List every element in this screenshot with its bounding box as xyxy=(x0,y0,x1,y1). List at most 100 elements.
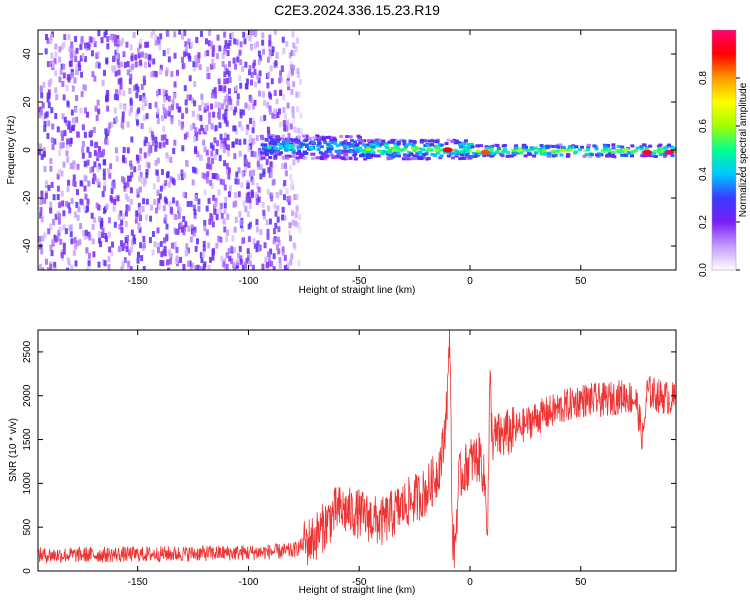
heatmap-cell xyxy=(532,154,537,158)
heatmap-cell xyxy=(106,36,110,43)
heatmap-cell xyxy=(242,31,246,38)
heatmap-cell xyxy=(402,153,407,157)
heatmap-cell xyxy=(256,240,260,247)
heatmap-cell xyxy=(419,138,424,142)
heatmap-cell xyxy=(357,138,362,142)
heatmap-cell xyxy=(430,152,435,156)
heatmap-cell xyxy=(275,192,279,199)
heatmap-cell xyxy=(241,65,245,72)
heatmap-cell xyxy=(183,85,187,92)
heatmap-cell xyxy=(130,55,134,62)
heatmap-cell xyxy=(391,155,396,159)
heatmap-cell xyxy=(110,250,114,257)
spectrogram-xtick-label: -100 xyxy=(238,276,258,287)
heatmap-cell xyxy=(156,118,160,125)
heatmap-cell xyxy=(351,142,356,146)
heatmap-cell xyxy=(209,142,213,149)
snr-xtick-label: 50 xyxy=(575,577,587,588)
heatmap-cell xyxy=(208,163,212,170)
heatmap-cell xyxy=(672,147,676,151)
heatmap-cell xyxy=(248,260,252,267)
heatmap-cell xyxy=(162,103,166,110)
heatmap-cell xyxy=(288,52,292,59)
heatmap-cell xyxy=(267,255,271,262)
heatmap-cell xyxy=(268,108,272,115)
heatmap-cell xyxy=(289,60,293,67)
heatmap-cell xyxy=(196,264,200,270)
heatmap-cell xyxy=(262,168,266,175)
heatmap-cell xyxy=(154,141,158,148)
heatmap-cell xyxy=(350,139,355,143)
heatmap-cell xyxy=(261,90,265,97)
heatmap-cell xyxy=(296,67,300,74)
heatmap-cell xyxy=(296,37,300,44)
heatmap-cell xyxy=(168,181,172,188)
heatmap-cell xyxy=(113,40,117,47)
heatmap-cell xyxy=(198,128,202,135)
heatmap-cell xyxy=(599,153,604,157)
heatmap-cell xyxy=(84,229,88,236)
heatmap-cell xyxy=(154,39,158,46)
heatmap-cell xyxy=(104,138,108,145)
heatmap-cell xyxy=(259,116,263,123)
heatmap-cell xyxy=(446,138,451,142)
heatmap-cell xyxy=(371,145,376,149)
heatmap-cell xyxy=(221,52,225,59)
heatmap-cell xyxy=(255,135,259,142)
heatmap-cell xyxy=(139,59,143,66)
heatmap-cell xyxy=(409,157,414,161)
heatmap-cell xyxy=(154,159,158,166)
heatmap-cell xyxy=(38,144,42,151)
heatmap-cell xyxy=(117,53,121,60)
heatmap-cell xyxy=(586,143,591,147)
heatmap-cell xyxy=(211,248,215,255)
heatmap-cell xyxy=(348,143,353,147)
heatmap-cell xyxy=(245,257,249,264)
heatmap-cell xyxy=(291,31,295,38)
heatmap-cell xyxy=(240,125,244,132)
heatmap-cell xyxy=(253,99,257,106)
heatmap-cell xyxy=(233,153,237,160)
heatmap-cell xyxy=(411,147,416,151)
heatmap-cell xyxy=(109,34,113,41)
heatmap-cell xyxy=(69,60,73,67)
spectrogram-xtick-label: -150 xyxy=(128,276,148,287)
heatmap-cell xyxy=(75,47,79,54)
heatmap-cell xyxy=(191,110,195,117)
heatmap-cell xyxy=(205,229,209,236)
heatmap-cell xyxy=(261,32,265,39)
heatmap-cell xyxy=(434,148,439,152)
heatmap-cell xyxy=(222,48,226,55)
heatmap-cell xyxy=(97,30,101,37)
heatmap-cell xyxy=(265,219,269,226)
heatmap-cell xyxy=(257,77,261,84)
heatmap-cell xyxy=(141,205,145,212)
heatmap-cell xyxy=(207,40,211,47)
heatmap-cell xyxy=(129,106,133,113)
heatmap-cell xyxy=(583,149,588,153)
heatmap-cell xyxy=(144,137,148,144)
heatmap-cell xyxy=(101,79,105,86)
heatmap-cell xyxy=(212,111,216,118)
heatmap-cell xyxy=(72,121,76,128)
heatmap-cell xyxy=(430,139,435,143)
heatmap-cell xyxy=(293,151,297,158)
heatmap-cell xyxy=(129,73,133,80)
heatmap-cell xyxy=(368,140,373,144)
heatmap-cell xyxy=(294,220,298,227)
heatmap-cell xyxy=(80,199,84,206)
heatmap-cell xyxy=(229,98,233,105)
heatmap-cell xyxy=(239,41,243,48)
heatmap-cell xyxy=(184,221,188,228)
heatmap-cell xyxy=(291,111,295,118)
heatmap-cell xyxy=(121,176,125,183)
heatmap-cell xyxy=(271,46,275,53)
heatmap-cell xyxy=(129,44,133,51)
heatmap-cell xyxy=(106,43,110,50)
heatmap-cell xyxy=(66,156,70,163)
heatmap-cell xyxy=(417,156,422,160)
heatmap-cell xyxy=(88,252,92,259)
heatmap-cell xyxy=(594,153,599,157)
heatmap-cell xyxy=(515,151,520,155)
heatmap-cell xyxy=(296,140,301,144)
